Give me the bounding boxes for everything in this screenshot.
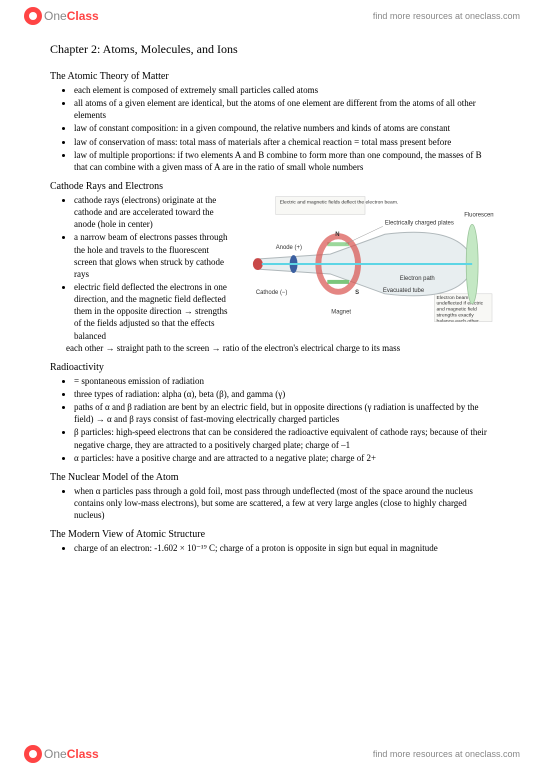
logo-text: OneClass xyxy=(44,747,99,761)
tagline: find more resources at oneclass.com xyxy=(373,11,520,21)
list-item: three types of radiation: alpha (α), bet… xyxy=(74,388,494,400)
page-content: Chapter 2: Atoms, Molecules, and Ions Th… xyxy=(0,32,544,554)
list-item: β particles: high-speed electrons that c… xyxy=(74,426,494,450)
section-title-atomic: The Atomic Theory of Matter xyxy=(50,71,494,82)
label-tube: Evacuated tube xyxy=(383,288,425,294)
cathode xyxy=(253,258,263,270)
list-item: law of constant composition: in a given … xyxy=(74,122,494,134)
list-item: paths of α and β radiation are bent by a… xyxy=(74,401,494,425)
footer: OneClass find more resources at oneclass… xyxy=(0,738,544,770)
crt-diagram: Electric and magnetic fields deflect the… xyxy=(236,194,494,344)
list-item: all atoms of a given element are identic… xyxy=(74,97,494,121)
cathode-section: cathode rays (electrons) originate at th… xyxy=(50,194,494,346)
label-magnet: Magnet xyxy=(331,310,351,316)
label-screen: Fluorescent screen xyxy=(464,212,494,218)
list-item: charge of an electron: -1.602 × 10⁻¹⁹ C;… xyxy=(74,542,494,554)
label-plates: Electrically charged plates xyxy=(385,220,454,226)
list-item: a narrow beam of electrons passes throug… xyxy=(74,231,230,280)
chapter-title: Chapter 2: Atoms, Molecules, and Ions xyxy=(50,42,494,57)
label-n: N xyxy=(335,232,339,238)
logo: OneClass xyxy=(24,7,99,25)
label-path: Electron path xyxy=(400,276,435,282)
list-item: electric field deflected the electrons i… xyxy=(74,281,230,342)
plate-top xyxy=(327,242,349,246)
info-text: Electric and magnetic fields deflect the… xyxy=(280,199,399,205)
logo-icon xyxy=(24,745,42,763)
logo-text: OneClass xyxy=(44,9,99,23)
tagline-footer: find more resources at oneclass.com xyxy=(373,749,520,759)
modern-list: charge of an electron: -1.602 × 10⁻¹⁹ C;… xyxy=(50,542,494,554)
cathode-list: cathode rays (electrons) originate at th… xyxy=(50,194,230,342)
section-title-cathode: Cathode Rays and Electrons xyxy=(50,181,494,192)
list-item: when α particles pass through a gold foi… xyxy=(74,485,494,521)
label-anode: Anode (+) xyxy=(276,245,302,251)
list-item: = spontaneous emission of radiation xyxy=(74,375,494,387)
label-cathode: Cathode (−) xyxy=(256,290,288,296)
section-title-nuclear: The Nuclear Model of the Atom xyxy=(50,472,494,483)
section-title-radio: Radioactivity xyxy=(50,362,494,373)
logo-icon xyxy=(24,7,42,25)
list-item: cathode rays (electrons) originate at th… xyxy=(74,194,230,230)
label-s: S xyxy=(355,290,359,296)
list-item: α particles: have a positive charge and … xyxy=(74,452,494,464)
list-item: law of conservation of mass: total mass … xyxy=(74,136,494,148)
logo-footer: OneClass xyxy=(24,745,99,763)
atomic-list: each element is composed of extremely sm… xyxy=(50,84,494,173)
list-item: each element is composed of extremely sm… xyxy=(74,84,494,96)
nuclear-list: when α particles pass through a gold foi… xyxy=(50,485,494,521)
radio-list: = spontaneous emission of radiation thre… xyxy=(50,375,494,464)
header: OneClass find more resources at oneclass… xyxy=(0,0,544,32)
list-item: law of multiple proportions: if two elem… xyxy=(74,149,494,173)
section-title-modern: The Modern View of Atomic Structure xyxy=(50,529,494,540)
side-box-text: Electron beam is undeflected if electric… xyxy=(436,295,492,322)
plate-bottom xyxy=(327,280,349,284)
cathode-figure: Electric and magnetic fields deflect the… xyxy=(236,194,494,344)
cathode-text: cathode rays (electrons) originate at th… xyxy=(50,194,230,346)
